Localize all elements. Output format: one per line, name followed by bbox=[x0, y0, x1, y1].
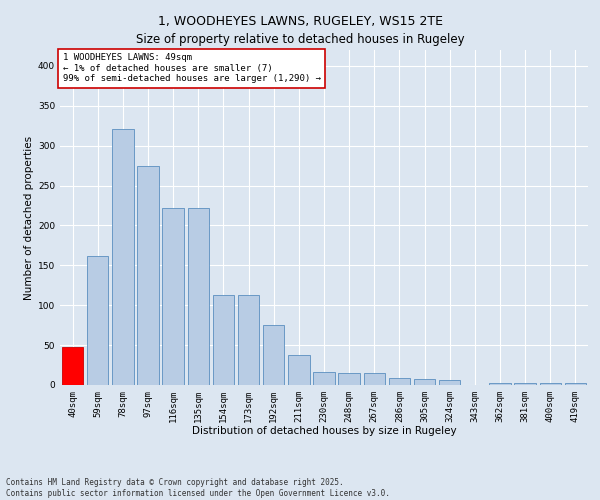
Bar bbox=[313, 372, 335, 385]
Bar bbox=[112, 129, 134, 385]
Bar bbox=[338, 373, 360, 385]
Bar bbox=[137, 166, 158, 385]
Bar bbox=[490, 382, 511, 385]
Bar bbox=[213, 295, 234, 385]
Bar bbox=[414, 378, 435, 385]
Bar bbox=[288, 354, 310, 385]
Text: 1 WOODHEYES LAWNS: 49sqm
← 1% of detached houses are smaller (7)
99% of semi-det: 1 WOODHEYES LAWNS: 49sqm ← 1% of detache… bbox=[62, 54, 320, 83]
Bar bbox=[539, 382, 561, 385]
Bar bbox=[565, 384, 586, 385]
Bar bbox=[188, 208, 209, 385]
Bar bbox=[62, 346, 83, 385]
Bar bbox=[364, 373, 385, 385]
Text: Contains HM Land Registry data © Crown copyright and database right 2025.
Contai: Contains HM Land Registry data © Crown c… bbox=[6, 478, 390, 498]
Y-axis label: Number of detached properties: Number of detached properties bbox=[24, 136, 34, 300]
Bar bbox=[87, 256, 109, 385]
Bar bbox=[263, 325, 284, 385]
Bar bbox=[163, 208, 184, 385]
Bar bbox=[439, 380, 460, 385]
Bar bbox=[514, 382, 536, 385]
Bar bbox=[389, 378, 410, 385]
Text: Size of property relative to detached houses in Rugeley: Size of property relative to detached ho… bbox=[136, 32, 464, 46]
Bar bbox=[238, 295, 259, 385]
X-axis label: Distribution of detached houses by size in Rugeley: Distribution of detached houses by size … bbox=[191, 426, 457, 436]
Text: 1, WOODHEYES LAWNS, RUGELEY, WS15 2TE: 1, WOODHEYES LAWNS, RUGELEY, WS15 2TE bbox=[157, 15, 443, 28]
